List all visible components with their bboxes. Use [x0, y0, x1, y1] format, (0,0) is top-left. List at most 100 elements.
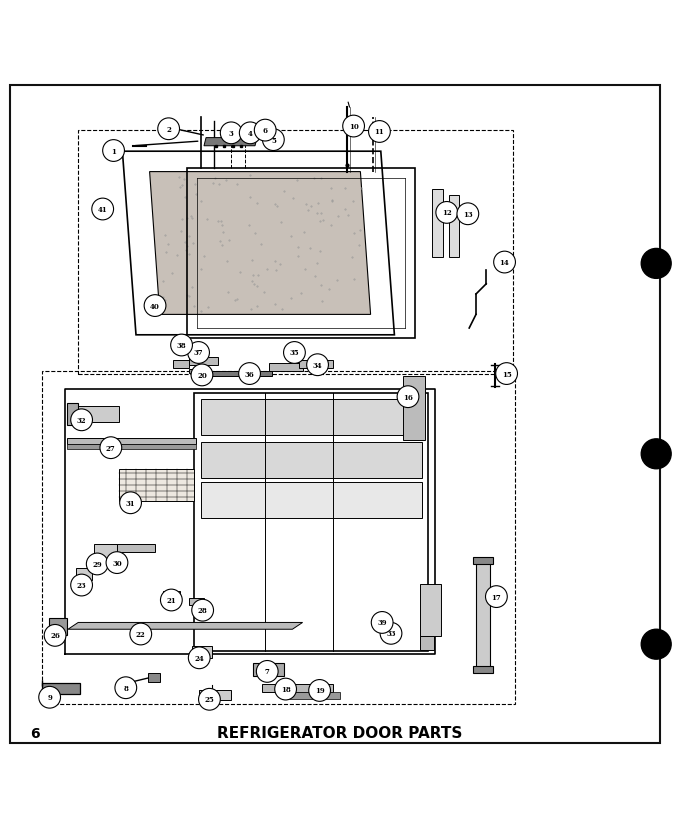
Polygon shape [49, 619, 67, 635]
Circle shape [457, 203, 479, 226]
Text: 24: 24 [194, 654, 204, 662]
Polygon shape [94, 544, 117, 560]
Text: 29: 29 [92, 560, 102, 568]
Circle shape [120, 492, 141, 514]
Bar [78, 131, 513, 374]
Text: 34: 34 [313, 361, 322, 370]
Circle shape [103, 141, 124, 162]
Circle shape [307, 355, 328, 376]
Polygon shape [473, 557, 493, 564]
Polygon shape [67, 445, 196, 450]
Text: REFRIGERATOR DOOR PARTS: REFRIGERATOR DOOR PARTS [218, 725, 462, 740]
Polygon shape [67, 404, 78, 426]
Text: 10: 10 [349, 123, 358, 131]
Polygon shape [449, 196, 459, 257]
Circle shape [371, 612, 393, 633]
Circle shape [100, 437, 122, 459]
Text: 6: 6 [31, 726, 40, 739]
Text: 35: 35 [290, 349, 299, 357]
Text: 22: 22 [136, 630, 146, 638]
Polygon shape [148, 673, 160, 681]
Text: 4: 4 [248, 130, 253, 137]
Polygon shape [67, 407, 119, 423]
Polygon shape [204, 138, 257, 146]
Text: 33: 33 [386, 629, 396, 638]
Polygon shape [189, 358, 218, 366]
Circle shape [239, 363, 260, 385]
Text: 1: 1 [111, 147, 116, 155]
Polygon shape [253, 663, 284, 676]
Circle shape [239, 123, 261, 145]
Text: 23: 23 [77, 581, 86, 590]
Polygon shape [201, 400, 422, 435]
Polygon shape [189, 370, 211, 374]
Circle shape [71, 575, 92, 596]
Circle shape [39, 686, 61, 708]
Text: 6: 6 [262, 127, 268, 135]
Text: 30: 30 [112, 559, 122, 567]
Bar [187, 169, 415, 339]
Circle shape [71, 409, 92, 431]
Text: 16: 16 [403, 393, 413, 401]
Circle shape [397, 386, 419, 408]
Text: 3: 3 [229, 130, 233, 137]
Circle shape [254, 120, 276, 141]
Text: 15: 15 [502, 370, 511, 378]
Circle shape [160, 590, 182, 611]
Polygon shape [173, 361, 189, 369]
Text: 8: 8 [123, 684, 129, 692]
Text: 41: 41 [98, 206, 107, 213]
Circle shape [171, 335, 192, 356]
Text: 17: 17 [492, 593, 501, 601]
Text: 36: 36 [245, 370, 254, 378]
Polygon shape [150, 172, 371, 315]
Circle shape [188, 648, 210, 669]
Text: 20: 20 [197, 371, 207, 380]
Polygon shape [192, 646, 212, 658]
Polygon shape [207, 371, 272, 377]
Text: 27: 27 [106, 444, 116, 452]
Circle shape [309, 680, 330, 701]
Polygon shape [67, 438, 196, 444]
Text: 5: 5 [271, 136, 276, 145]
Circle shape [275, 678, 296, 700]
Circle shape [641, 629, 671, 659]
Polygon shape [299, 361, 333, 369]
Bar [194, 393, 428, 651]
Circle shape [106, 552, 128, 574]
Circle shape [44, 624, 66, 647]
Circle shape [641, 249, 671, 279]
Circle shape [199, 689, 220, 710]
Circle shape [144, 295, 166, 317]
Circle shape [262, 130, 284, 151]
Text: 28: 28 [198, 606, 207, 614]
Text: 38: 38 [177, 342, 186, 350]
Circle shape [369, 122, 390, 143]
Text: 14: 14 [500, 259, 509, 267]
Polygon shape [476, 560, 490, 672]
Circle shape [115, 677, 137, 699]
Text: 26: 26 [50, 632, 60, 639]
Polygon shape [262, 684, 333, 692]
Text: 32: 32 [77, 416, 86, 424]
Circle shape [220, 123, 242, 145]
Text: 2: 2 [166, 126, 171, 134]
Circle shape [496, 363, 517, 385]
Polygon shape [473, 667, 493, 673]
Polygon shape [199, 691, 231, 700]
Circle shape [343, 116, 364, 138]
Text: 9: 9 [47, 693, 52, 701]
Circle shape [191, 365, 213, 386]
Polygon shape [201, 442, 422, 478]
Circle shape [641, 439, 671, 469]
Polygon shape [201, 483, 422, 519]
Text: 13: 13 [463, 211, 473, 218]
Polygon shape [122, 152, 394, 336]
Circle shape [158, 119, 180, 141]
Polygon shape [76, 568, 92, 580]
Polygon shape [42, 683, 80, 694]
Text: 21: 21 [167, 596, 176, 605]
Text: 18: 18 [281, 686, 290, 693]
Circle shape [380, 623, 402, 644]
Circle shape [494, 252, 515, 274]
